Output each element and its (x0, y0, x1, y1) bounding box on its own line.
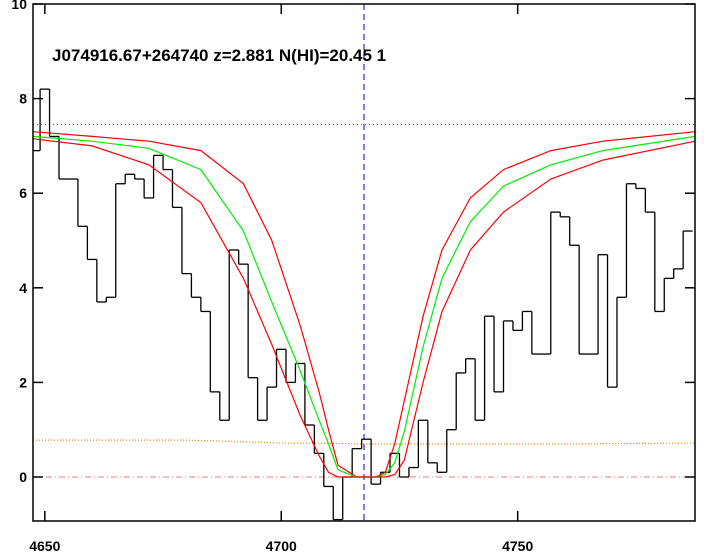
y-tick-label: 10 (11, 0, 27, 12)
y-tick-label: 8 (19, 91, 27, 107)
y-tick-label: 2 (19, 374, 27, 390)
error-line (33, 439, 695, 445)
x-tick-label: 4700 (266, 538, 297, 554)
model-curve (33, 138, 695, 478)
x-tick-label: 4650 (29, 538, 60, 554)
y-tick-label: 4 (19, 280, 27, 296)
plot-area (33, 4, 695, 521)
plot-frame (32, 3, 696, 522)
x-tick-label: 4750 (502, 538, 533, 554)
y-tick-label: 0 (19, 469, 27, 485)
y-tick-label: 6 (19, 185, 27, 201)
chart-title: J074916.67+264740 z=2.881 N(HI)=20.45 1 (52, 46, 386, 65)
